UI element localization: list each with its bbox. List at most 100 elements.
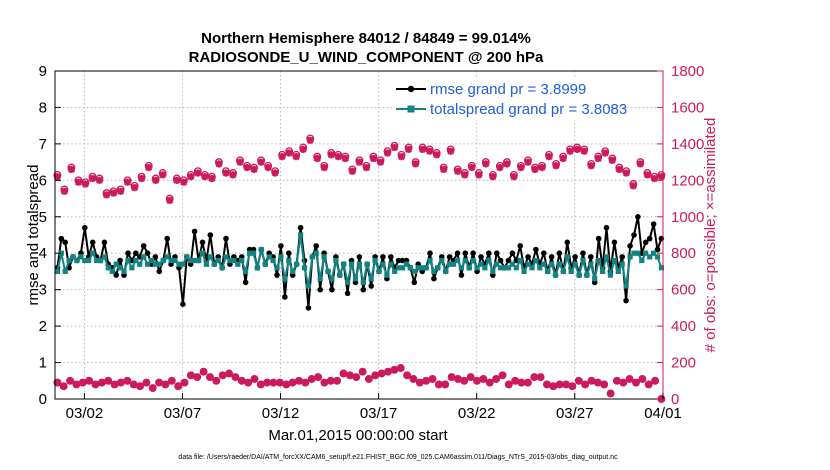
obs-assimilated-point-stroke (518, 379, 526, 387)
obs-assimilated-point (645, 380, 653, 389)
obs-assimilated-point-stroke (187, 173, 195, 181)
obs-assimilated-point (622, 169, 630, 177)
obs-assimilated-point-stroke (651, 377, 659, 385)
totalspread-point (337, 272, 343, 278)
rmse-point (82, 224, 88, 231)
obs-assimilated-point (231, 373, 239, 381)
rmse-point (623, 297, 629, 304)
obs-assimilated-point-stroke (104, 377, 112, 385)
obs-assimilated-point (440, 165, 448, 173)
rmse-point (462, 250, 469, 256)
obs-possible-point (651, 376, 660, 385)
legend-spread-marker (407, 105, 415, 113)
obs-assimilated-point-stroke (398, 153, 406, 161)
rmse-point (458, 272, 465, 278)
totalspread-point (576, 272, 582, 278)
rmse-point (564, 239, 571, 246)
obs-assimilated-point-stroke (448, 373, 456, 381)
y-right-tick-label: 1800 (671, 63, 704, 80)
obs-assimilated-point (104, 377, 112, 385)
obs-assimilated-point-stroke (601, 149, 609, 157)
obs-assimilated-point-stroke (581, 380, 589, 388)
obs-assimilated-point-stroke (371, 371, 379, 379)
obs-assimilated-point-stroke (130, 380, 138, 388)
rmse-point (572, 254, 578, 260)
obs-assimilated-point-stroke (173, 176, 181, 184)
obs-assimilated-point-stroke (489, 173, 497, 181)
obs-assimilated-point-stroke (475, 171, 483, 179)
obs-assimilated-point (348, 167, 356, 175)
obs-possible-point (193, 373, 202, 382)
obs-assimilated-point-stroke (573, 145, 581, 153)
totalspread-point (294, 261, 300, 267)
y-left-tick-label: 6 (39, 172, 47, 189)
obs-assimilated-point-stroke (390, 366, 398, 374)
obs-assimilated-point (243, 163, 251, 172)
obs-assimilated-point-stroke (426, 147, 434, 155)
totalspread-point (192, 257, 198, 264)
obs-assimilated-point (517, 163, 525, 172)
obs-assimilated-point (384, 368, 392, 376)
obs-assimilated-point (219, 371, 227, 379)
totalspread-point (521, 268, 527, 274)
totalspread-point (447, 261, 453, 267)
obs-assimilated-point-stroke (580, 147, 588, 155)
obs-assimilated-point-stroke (295, 377, 303, 385)
obs-assimilated-point (390, 143, 399, 152)
obs-assimilated-point (173, 176, 181, 184)
obs-possible-point (314, 373, 323, 382)
obs-assimilated-point (123, 377, 131, 385)
obs-assimilated-point (545, 153, 553, 161)
obs-assimilated-point (110, 380, 119, 389)
rmse-point (642, 239, 649, 246)
x-tick-label: 03/02 (66, 405, 104, 422)
rmse-point (454, 250, 461, 256)
totalspread-point (86, 257, 92, 264)
obs-possible-point (625, 375, 634, 383)
obs-assimilated-point (404, 145, 413, 153)
totalspread-point (658, 265, 664, 271)
obs-assimilated-point (454, 167, 462, 175)
totalspread-point (549, 261, 555, 267)
obs-assimilated-point-stroke (460, 377, 468, 385)
obs-assimilated-point-stroke (559, 154, 567, 162)
obs-assimilated-point-stroke (608, 156, 616, 164)
obs-possible-point (206, 373, 214, 382)
obs-assimilated-point (575, 377, 583, 385)
obs-assimilated-point-stroke (615, 165, 623, 173)
obs-possible-point (485, 378, 494, 387)
obs-assimilated-point (136, 382, 144, 390)
y-right-tick-label: 1600 (671, 99, 704, 116)
obs-assimilated-point (74, 178, 83, 186)
obs-assimilated-point-stroke (285, 149, 293, 157)
obs-assimilated-point-stroke (111, 380, 119, 388)
totalspread-point (384, 272, 390, 278)
obs-assimilated-point-stroke (346, 371, 354, 379)
totalspread-point (572, 261, 578, 267)
obs-assimilated-point (482, 160, 490, 168)
obs-assimilated-point (573, 145, 581, 153)
totalspread-point (403, 261, 410, 267)
obs-assimilated-point-stroke (517, 164, 525, 172)
obs-assimilated-point-stroke (219, 371, 227, 379)
totalspread-point (215, 257, 221, 264)
obs-assimilated-point (369, 154, 378, 163)
obs-assimilated-point-stroke (123, 377, 131, 385)
obs-possible-point (199, 367, 208, 376)
totalspread-point (317, 276, 323, 282)
obs-assimilated-point-stroke (222, 169, 230, 177)
totalspread-point (247, 250, 253, 256)
obs-assimilated-point-stroke (124, 178, 132, 186)
totalspread-point (219, 265, 225, 271)
obs-assimilated-point-stroke (524, 158, 532, 166)
obs-assimilated-point-stroke (74, 178, 82, 186)
obs-assimilated-point (206, 373, 214, 381)
obs-assimilated-point-stroke (250, 165, 258, 173)
obs-assimilated-point-stroke (622, 169, 630, 177)
obs-assimilated-point (341, 154, 349, 163)
totalspread-point (90, 250, 96, 256)
obs-assimilated-point-stroke (212, 377, 220, 385)
totalspread-point (435, 265, 441, 271)
totalspread-point (537, 265, 543, 271)
obs-assimilated-point (362, 163, 371, 172)
